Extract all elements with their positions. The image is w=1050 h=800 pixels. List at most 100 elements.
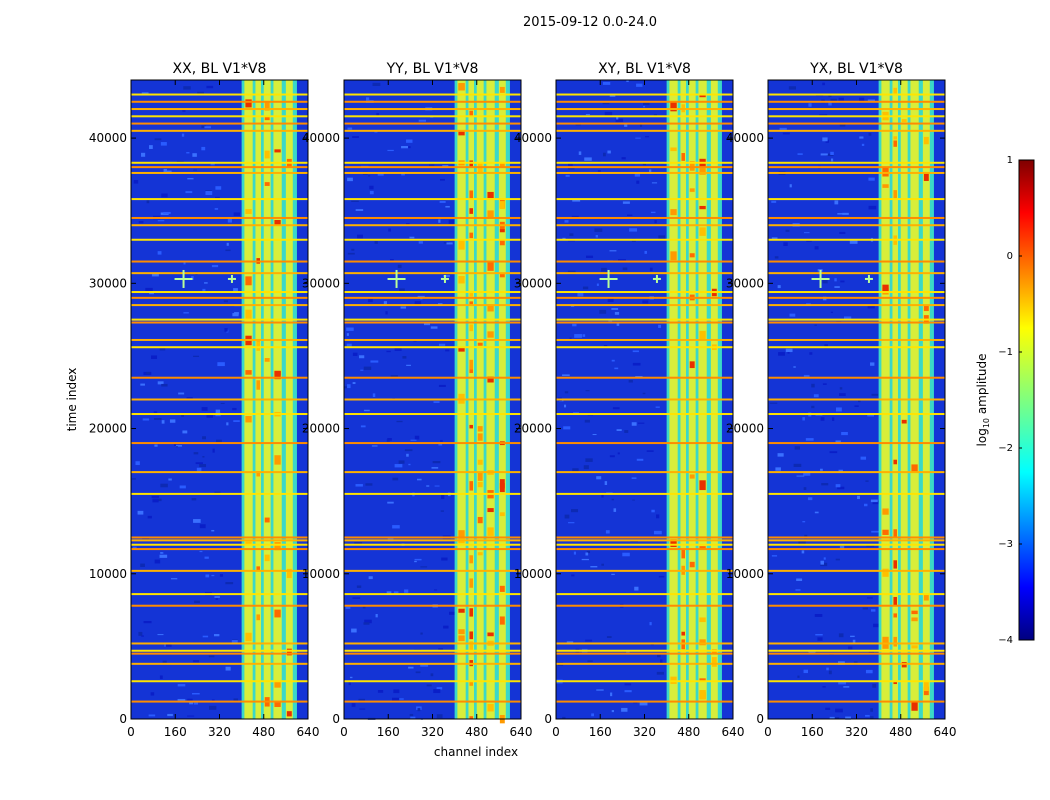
noise-cell xyxy=(771,237,778,240)
noise-cell xyxy=(352,136,359,138)
noise-cell xyxy=(205,191,213,196)
noise-cell xyxy=(834,200,839,205)
x-tick-label: 480 xyxy=(252,725,275,739)
noise-cell xyxy=(150,355,158,360)
noise-cell xyxy=(814,511,819,514)
noise-cell xyxy=(564,514,570,519)
noise-cell xyxy=(611,359,615,362)
flagged-row xyxy=(344,543,521,546)
x-tick-label: 160 xyxy=(164,725,187,739)
noise-cell xyxy=(438,219,441,223)
noise-cell xyxy=(150,692,155,696)
noise-cell xyxy=(346,327,354,331)
noise-cell xyxy=(586,550,591,554)
y-tick-label: 40000 xyxy=(514,131,552,145)
noise-cell xyxy=(441,495,445,499)
panel-title: XX, BL V1*V8 xyxy=(173,61,267,77)
noise-cell xyxy=(429,164,435,166)
flagged-row xyxy=(768,492,945,495)
noise-cell xyxy=(873,623,881,628)
noise-cell xyxy=(797,675,800,678)
noise-cell xyxy=(828,670,832,675)
noise-cell xyxy=(233,212,240,216)
noise-cell xyxy=(802,521,806,523)
flagged-row xyxy=(131,413,308,416)
flagged-row xyxy=(344,539,521,542)
noise-cell xyxy=(348,681,351,686)
flagged-row xyxy=(556,376,733,379)
noise-cell xyxy=(829,451,838,454)
noise-cell xyxy=(391,697,400,702)
noise-cell xyxy=(214,596,220,598)
noise-cell xyxy=(870,362,875,366)
flagged-row xyxy=(131,198,308,201)
flagged-row xyxy=(556,321,733,324)
noise-cell xyxy=(206,85,214,89)
x-tick-label: 640 xyxy=(297,725,320,739)
noise-cell xyxy=(825,707,831,710)
flagged-row xyxy=(556,224,733,227)
noise-cell xyxy=(354,542,363,544)
noise-cell xyxy=(199,550,203,553)
noise-cell xyxy=(615,118,624,123)
intense-patch xyxy=(458,346,465,352)
noise-cell xyxy=(830,151,834,156)
flagged-row xyxy=(131,652,308,655)
intense-patch xyxy=(477,426,483,432)
noise-cell xyxy=(233,420,240,422)
flagged-row xyxy=(768,593,945,596)
noise-cell xyxy=(871,530,879,533)
flagged-row xyxy=(131,108,308,111)
noise-cell xyxy=(650,643,654,646)
noise-cell xyxy=(205,574,210,578)
noise-cell xyxy=(211,574,215,577)
noise-cell xyxy=(159,554,168,558)
flagged-row xyxy=(768,129,945,132)
panel-title: YY, BL V1*V8 xyxy=(386,61,479,77)
noise-cell xyxy=(585,390,590,392)
flagged-row xyxy=(556,680,733,683)
noise-cell xyxy=(215,409,221,414)
noise-cell xyxy=(587,660,593,662)
noise-cell xyxy=(216,439,222,443)
noise-cell xyxy=(808,103,812,107)
noise-cell xyxy=(191,498,197,501)
noise-cell xyxy=(603,152,606,157)
x-tick-label: 480 xyxy=(677,725,700,739)
noise-cell xyxy=(410,439,417,441)
noise-cell xyxy=(867,414,875,417)
noise-cell xyxy=(839,545,845,550)
noise-cell xyxy=(794,446,800,450)
flagged-row xyxy=(131,539,308,542)
noise-cell xyxy=(655,406,660,408)
noise-cell xyxy=(437,303,443,305)
noise-cell xyxy=(177,698,186,702)
noise-cell xyxy=(649,169,652,174)
noise-cell xyxy=(803,232,810,234)
noise-cell xyxy=(642,162,646,166)
noise-cell xyxy=(609,250,617,252)
noise-cell xyxy=(814,246,819,250)
flagged-row xyxy=(131,536,308,539)
noise-cell xyxy=(352,352,358,356)
flagged-row xyxy=(131,662,308,665)
noise-cell xyxy=(161,420,165,424)
flagged-row xyxy=(344,291,521,294)
x-axis-label: channel index xyxy=(434,745,518,759)
flagged-row xyxy=(768,700,945,703)
noise-cell xyxy=(357,234,363,239)
noise-cell xyxy=(356,585,362,588)
intense-patch xyxy=(689,161,695,171)
intense-patch xyxy=(893,136,897,140)
noise-cell xyxy=(582,334,586,337)
noise-cell xyxy=(374,241,378,244)
flagged-row xyxy=(556,536,733,539)
noise-cell xyxy=(601,493,604,498)
noise-cell xyxy=(372,82,381,87)
noise-cell xyxy=(591,713,594,717)
noise-cell xyxy=(828,94,832,98)
noise-cell xyxy=(811,405,815,409)
y-tick-label: 20000 xyxy=(514,422,552,436)
flagged-row xyxy=(556,122,733,125)
noise-cell xyxy=(368,175,371,177)
